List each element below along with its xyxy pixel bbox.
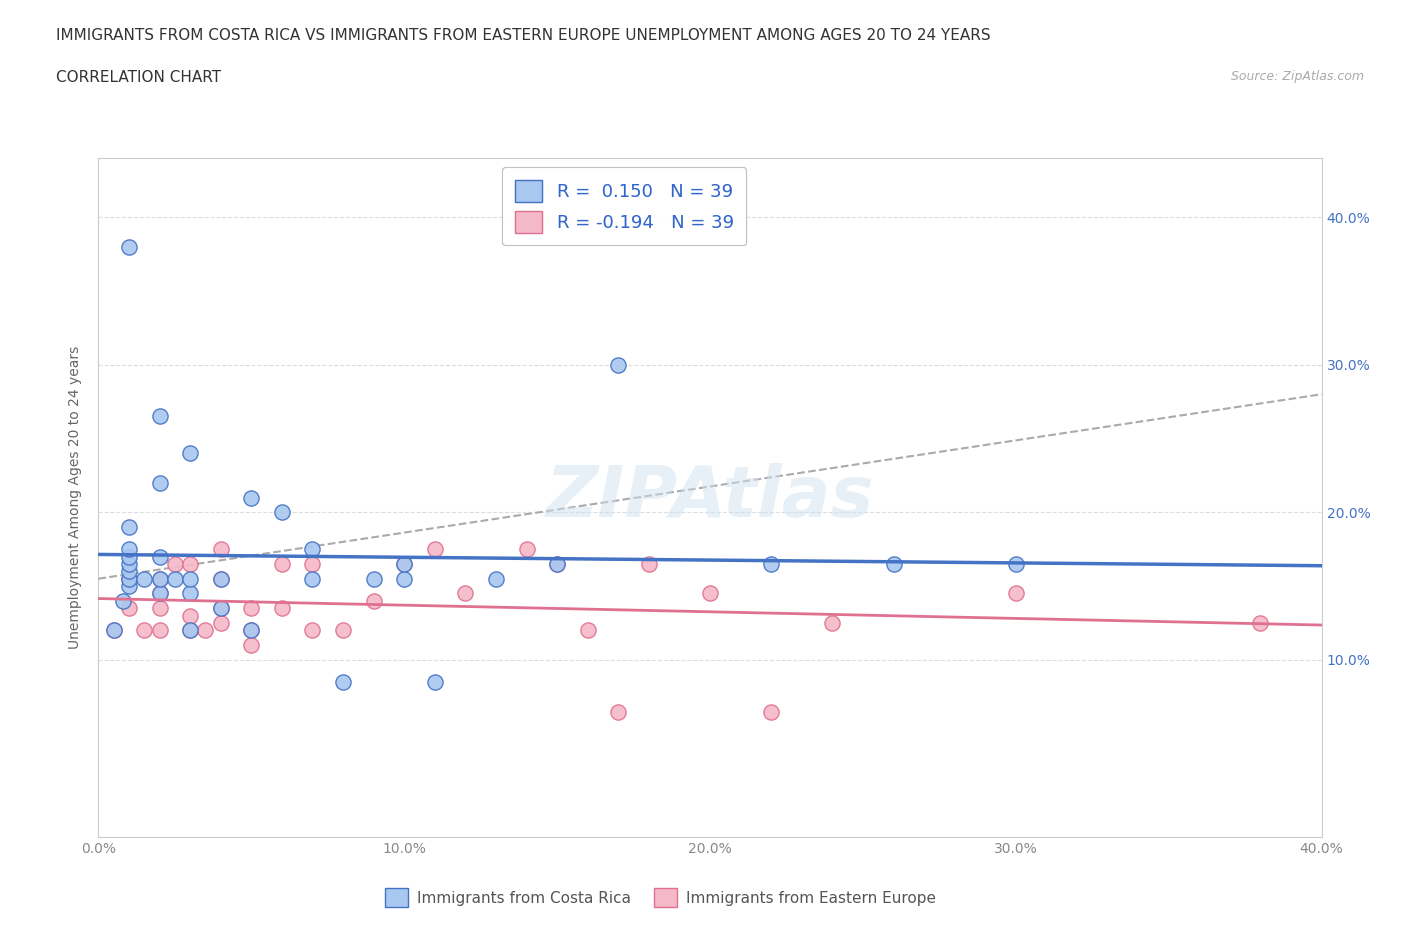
Point [179, 556, 201, 571]
Point [301, 571, 323, 586]
Point [363, 571, 385, 586]
Point [149, 549, 172, 564]
Point [209, 601, 232, 616]
Point [821, 616, 844, 631]
Text: Source: ZipAtlas.com: Source: ZipAtlas.com [1230, 70, 1364, 83]
Point [546, 556, 568, 571]
Point [301, 623, 323, 638]
Point [423, 542, 446, 557]
Point [149, 586, 172, 601]
Point [759, 556, 782, 571]
Point [332, 674, 354, 689]
Point [149, 571, 172, 586]
Point [118, 564, 141, 578]
Point [637, 556, 661, 571]
Point [270, 556, 292, 571]
Point [149, 409, 172, 424]
Point [179, 623, 201, 638]
Legend: Immigrants from Costa Rica, Immigrants from Eastern Europe: Immigrants from Costa Rica, Immigrants f… [380, 883, 942, 913]
Text: ZIPAtlas: ZIPAtlas [546, 463, 875, 532]
Legend: R =  0.150   N = 39, R = -0.194   N = 39: R = 0.150 N = 39, R = -0.194 N = 39 [502, 167, 747, 246]
Point [270, 505, 292, 520]
Point [209, 571, 232, 586]
Point [149, 571, 172, 586]
Point [699, 586, 721, 601]
Point [1004, 586, 1026, 601]
Point [118, 549, 141, 564]
Point [607, 704, 630, 719]
Point [240, 638, 263, 653]
Point [759, 704, 782, 719]
Point [179, 571, 201, 586]
Point [118, 556, 141, 571]
Point [103, 623, 125, 638]
Point [179, 586, 201, 601]
Point [149, 586, 172, 601]
Point [546, 556, 568, 571]
Point [163, 556, 186, 571]
Point [118, 239, 141, 254]
Point [118, 542, 141, 557]
Point [332, 623, 354, 638]
Point [301, 542, 323, 557]
Point [118, 571, 141, 586]
Point [149, 623, 172, 638]
Point [516, 542, 538, 557]
Point [134, 571, 156, 586]
Point [209, 601, 232, 616]
Point [163, 571, 186, 586]
Point [1249, 616, 1271, 631]
Point [134, 623, 156, 638]
Point [118, 520, 141, 535]
Text: IMMIGRANTS FROM COSTA RICA VS IMMIGRANTS FROM EASTERN EUROPE UNEMPLOYMENT AMONG : IMMIGRANTS FROM COSTA RICA VS IMMIGRANTS… [56, 28, 991, 43]
Point [111, 593, 134, 608]
Point [194, 623, 217, 638]
Point [118, 571, 141, 586]
Point [1004, 556, 1026, 571]
Point [240, 601, 263, 616]
Point [240, 490, 263, 505]
Point [485, 571, 508, 586]
Point [270, 601, 292, 616]
Point [576, 623, 599, 638]
Point [118, 601, 141, 616]
Point [607, 357, 630, 372]
Point [883, 556, 905, 571]
Point [301, 556, 323, 571]
Point [240, 623, 263, 638]
Point [209, 571, 232, 586]
Y-axis label: Unemployment Among Ages 20 to 24 years: Unemployment Among Ages 20 to 24 years [69, 346, 83, 649]
Point [209, 542, 232, 557]
Point [392, 556, 416, 571]
Point [149, 601, 172, 616]
Point [149, 475, 172, 490]
Point [454, 586, 477, 601]
Point [423, 674, 446, 689]
Point [392, 571, 416, 586]
Point [363, 593, 385, 608]
Point [240, 623, 263, 638]
Point [179, 623, 201, 638]
Point [179, 608, 201, 623]
Point [103, 623, 125, 638]
Point [179, 445, 201, 460]
Point [118, 578, 141, 593]
Point [209, 616, 232, 631]
Point [392, 556, 416, 571]
Text: CORRELATION CHART: CORRELATION CHART [56, 70, 221, 85]
